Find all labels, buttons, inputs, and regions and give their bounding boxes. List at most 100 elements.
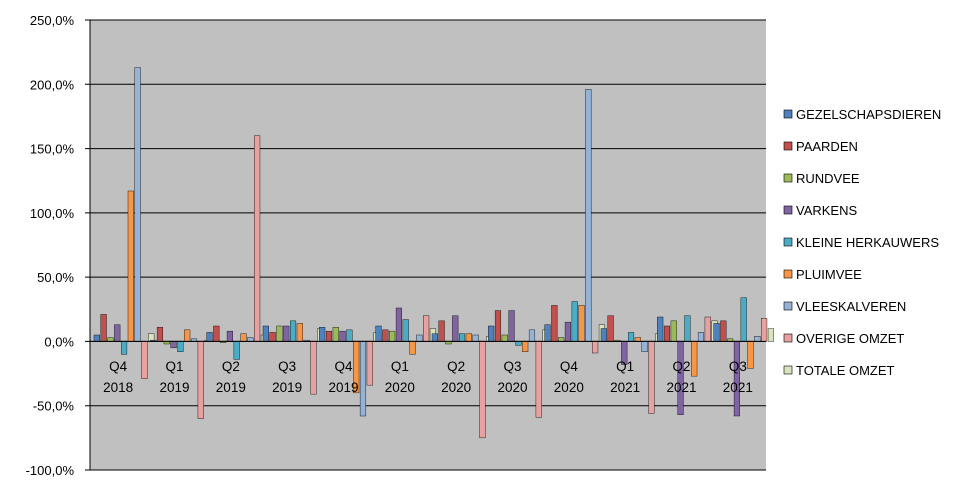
bar [346,329,353,342]
legend-label: TOTALE OMZET [796,363,895,378]
bar [409,341,416,355]
bar [366,341,373,386]
x-category-label: Q4 [109,359,128,374]
bar [114,324,121,342]
bar [240,333,247,342]
bar [628,332,635,342]
bar [571,301,578,342]
legend-label: RUNDVEE [796,171,860,186]
bar [269,332,276,342]
bar [501,334,508,342]
x-category-label: Q3 [278,359,296,374]
bar [290,320,297,342]
legend-swatch [783,269,793,279]
bar [177,341,184,352]
bar [319,327,326,342]
x-category-label: 2021 [610,380,640,395]
bar [528,329,536,342]
bar [578,305,585,342]
bar [395,307,402,342]
bar [600,328,607,342]
bar [641,341,648,352]
legend: GEZELSCHAPSDIEREN PAARDEN RUNDVEE VARKENS KL… [783,107,941,378]
x-category-label: Q1 [616,359,634,374]
bar [206,332,213,342]
bar [382,329,389,342]
bar [452,315,459,342]
bar [479,341,486,439]
bar [423,315,430,342]
bar [134,67,141,342]
bar [197,341,204,419]
y-tick-label: 0,0% [44,334,74,349]
bar [170,341,177,349]
bar [276,325,283,342]
bar [508,310,515,342]
bar [713,323,720,342]
bar [262,325,269,342]
bar [648,341,655,414]
bar [663,325,671,342]
bar [697,332,705,342]
x-category-label: 2019 [328,380,358,395]
bar [93,334,100,342]
legend-label: PLUIMVEE [796,267,862,282]
x-category-label: Q2 [447,359,465,374]
bar [325,330,333,342]
bar [127,190,134,342]
axes [89,20,766,470]
bar [558,337,565,342]
bar [100,314,107,342]
bar [339,330,346,342]
legend-swatch [783,301,793,311]
bar [416,334,423,342]
x-category-label: 2018 [103,380,133,395]
bar [704,316,711,342]
bar [120,341,128,355]
plot-background [90,20,766,470]
bar [226,330,233,342]
y-tick-label: 50,0% [37,270,74,285]
bar [767,328,774,342]
x-category-label: 2020 [441,380,471,395]
legend-label: VARKENS [796,203,857,218]
bar [488,325,495,342]
x-category-label: Q4 [560,359,579,374]
bar [551,305,558,342]
legend-swatch [783,109,793,119]
bar [310,341,317,395]
x-category-label: 2020 [385,380,415,395]
x-category-label: Q1 [165,359,183,374]
bar [431,333,438,342]
y-tick-label: 100,0% [30,206,75,221]
x-category-labels: Q4 2018 Q1 2019 Q2 2019 Q3 2019 Q4 2019 Q1 2020 Q2 20… [103,359,753,395]
legend-swatch [783,333,793,343]
y-tick-label: 250,0% [30,13,75,28]
x-category-label: 2020 [497,380,527,395]
legend-swatch [783,173,793,183]
bar [754,336,761,342]
bar [141,341,148,379]
x-category-label: 2019 [216,380,246,395]
legend-swatch [783,205,793,215]
bar [733,341,740,417]
bar [283,325,290,342]
bar [585,89,592,342]
bar [691,341,698,377]
bar [107,337,114,342]
x-category-label: Q1 [391,359,409,374]
bar [564,321,571,342]
y-tick-label: -50,0% [33,399,75,414]
bar [761,318,768,342]
bar [634,337,641,342]
bar [296,323,303,342]
bar [522,341,529,352]
x-category-label: 2019 [272,380,302,395]
bar [494,310,502,342]
bar [459,333,466,342]
x-category-label: 2019 [159,380,189,395]
bar [438,320,445,342]
x-category-label: Q3 [729,359,747,374]
legend-label: GEZELSCHAPSDIEREN [796,107,941,122]
bar [247,337,254,342]
